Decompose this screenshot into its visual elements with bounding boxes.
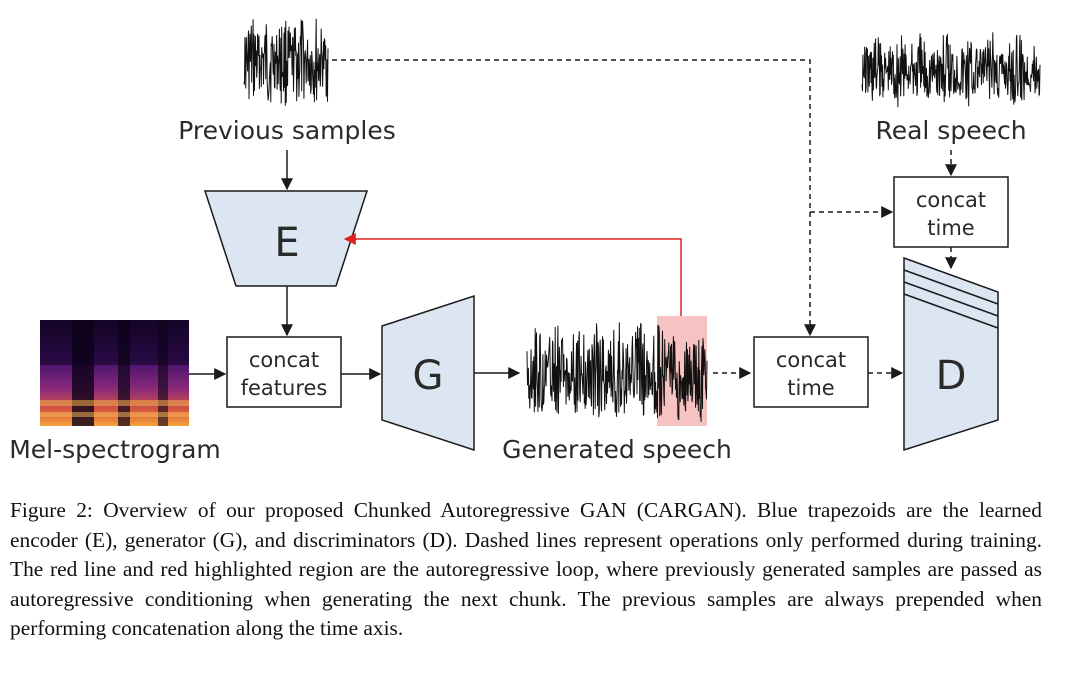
autoregressive-loop-line [343, 233, 682, 316]
concat-features-line2: features [241, 376, 328, 400]
concat-time-box-upper [893, 176, 1009, 248]
concat-time-lower-line1: concat [776, 348, 846, 372]
encoder-block [203, 190, 369, 287]
concat-time-upper-line1: concat [916, 188, 986, 212]
concat-time-box-lower [753, 336, 869, 408]
figure-caption: Figure 2: Overview of our proposed Chunk… [10, 498, 1042, 640]
mel-spectrogram-label: Mel-spectrogram [9, 435, 221, 464]
concat-features-line1: concat [249, 348, 319, 372]
discriminator-label: D [936, 353, 967, 399]
mel-spectrogram-image [40, 320, 189, 426]
architecture-diagram: Previous samples Real speech E Mel-spect… [9, 18, 1041, 464]
discriminator-block [903, 256, 999, 452]
dashed-prev-to-concat-time [332, 59, 816, 337]
real-speech-label: Real speech [875, 116, 1026, 145]
concat-time-lower-line2: time [787, 376, 834, 400]
previous-samples-label: Previous samples [178, 116, 396, 145]
generated-speech-label: Generated speech [502, 435, 732, 464]
concat-features-box [226, 336, 342, 408]
generator-block [381, 294, 475, 452]
real-speech-waveform [861, 32, 1041, 108]
concat-time-upper-line2: time [927, 216, 974, 240]
generated-speech-waveform [526, 322, 708, 422]
generator-label: G [413, 353, 444, 399]
encoder-label: E [274, 220, 299, 266]
previous-samples-waveform [243, 18, 329, 106]
